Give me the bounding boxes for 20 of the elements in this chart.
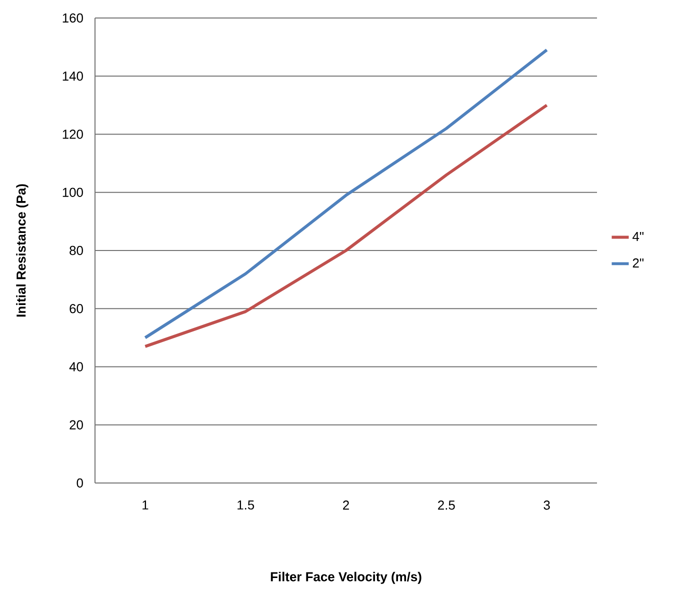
y-tick-label: 40 xyxy=(69,362,83,372)
x-tick-label: 3 xyxy=(544,500,550,510)
y-tick-label: 0 xyxy=(76,478,83,488)
y-tick-label: 160 xyxy=(62,13,83,23)
x-tick-label: 2.5 xyxy=(438,500,455,510)
y-tick-label: 140 xyxy=(62,72,83,81)
x-axis-title: Filter Face Velocity (m/s) xyxy=(270,572,422,584)
line-series xyxy=(144,104,548,348)
y-axis-title: Initial Resistance (Pa) xyxy=(16,184,28,317)
y-tick-label: 100 xyxy=(62,188,83,197)
legend-label: 4" xyxy=(632,232,644,241)
y-tick-label: 20 xyxy=(70,420,83,430)
y-tick-label: 80 xyxy=(70,246,83,256)
line-series xyxy=(144,48,548,340)
x-tick-label: 1 xyxy=(142,500,148,510)
y-tick-label: 60 xyxy=(70,304,83,314)
x-tick-label: 2 xyxy=(343,500,349,510)
y-tick-label: 120 xyxy=(62,130,83,139)
legend-label: 2" xyxy=(632,258,644,268)
x-tick-label: 1.5 xyxy=(238,500,254,510)
